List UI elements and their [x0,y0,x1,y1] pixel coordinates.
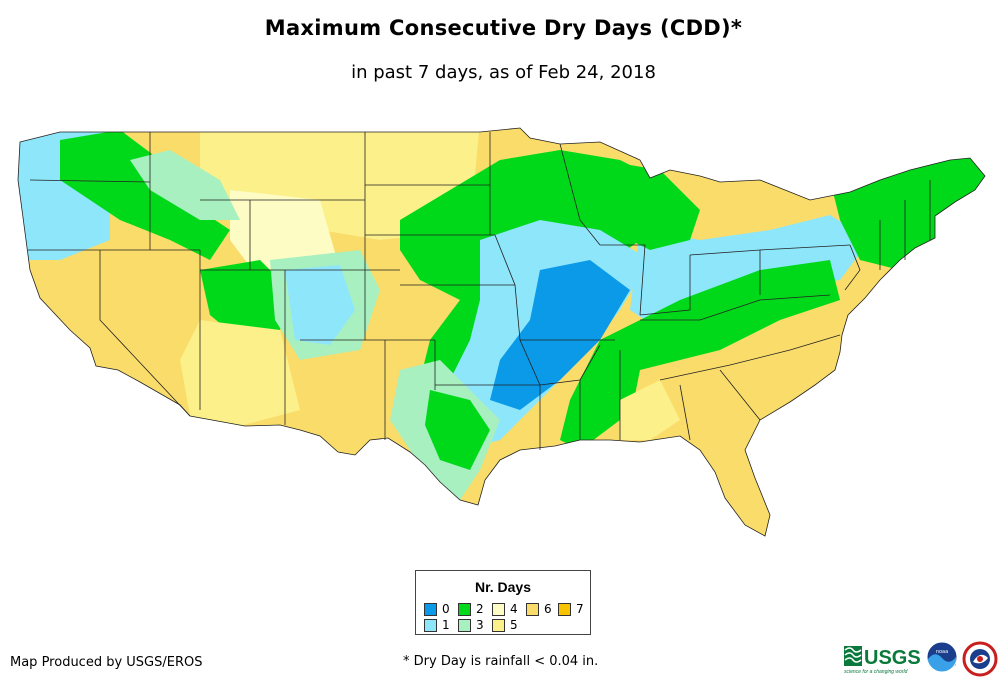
legend-swatch [526,602,539,616]
legend-label: 3 [476,618,484,632]
legend-item-0: 0 [424,602,450,616]
legend-item-3: 3 [458,618,484,632]
legend-label: 7 [576,602,584,616]
legend-swatch [458,618,471,632]
legend-item-7: 7 [558,602,584,616]
legend-label: 2 [476,602,484,616]
legend-label: 4 [510,602,518,616]
legend-label: 0 [442,602,450,616]
legend-item-2: 2 [458,602,484,616]
legend-swatch [558,602,571,616]
nws-logo [962,641,998,677]
usgs-wordmark: USGS [864,647,921,669]
legend: Nr. Days 0 2 4 6 7 1 3 5 [415,570,591,635]
map-credit: Map Produced by USGS/EROS [10,655,203,670]
legend-label: 5 [510,618,518,632]
legend-label: 6 [544,602,552,616]
legend-swatch [424,602,437,616]
usgs-logo: USGS science for a changing world [844,646,921,675]
map-title: Maximum Consecutive Dry Days (CDD)* [264,16,743,40]
legend-swatch [492,618,505,632]
legend-item-6: 6 [526,602,552,616]
legend-swatch [424,618,437,632]
legend-item-1: 1 [424,618,450,632]
legend-swatch [458,602,471,616]
dry-day-footnote: * Dry Day is rainfall < 0.04 in. [403,654,599,669]
noaa-logo: noaa [926,641,958,673]
legend-title: Nr. Days [474,579,532,595]
usgs-tagline: science for a changing world [844,669,908,675]
noaa-wordmark: noaa [936,649,948,655]
legend-item-5: 5 [492,618,518,632]
map-subtitle: in past 7 days, as of Feb 24, 2018 [351,62,656,83]
legend-label: 1 [442,618,450,632]
us-dry-days-map [17,127,986,537]
legend-swatch [492,602,505,616]
legend-item-4: 4 [492,602,518,616]
agency-logos: USGS science for a changing world noaa [844,641,998,677]
